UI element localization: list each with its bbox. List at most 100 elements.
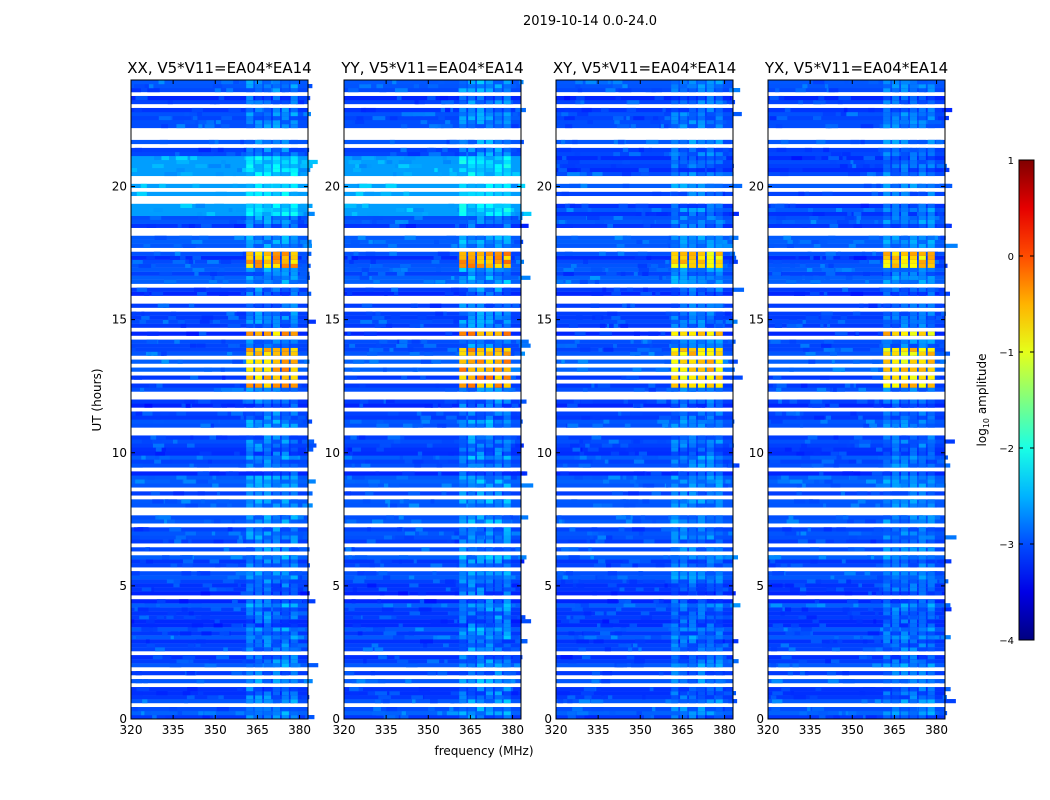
rfi-cell: [468, 695, 476, 700]
heatmap-speckle: [346, 291, 353, 296]
heatmap-speckle: [500, 623, 504, 628]
heatmap-speckle: [728, 419, 735, 424]
rfi-cell: [706, 111, 714, 117]
rfi-cell: [290, 107, 298, 113]
heatmap-speckle: [437, 635, 451, 640]
rfi-cell: [503, 603, 511, 608]
heatmap-speckle: [269, 279, 276, 284]
heatmap-row: [556, 587, 733, 592]
rfi-cell: [697, 539, 705, 544]
heatmap-speckle: [793, 695, 806, 700]
heatmap-row: [556, 711, 733, 716]
rfi-cell: [476, 87, 485, 93]
rfi-cell: [706, 463, 714, 468]
rfi-cell: [272, 423, 280, 428]
heatmap-speckle: [401, 375, 408, 380]
heatmap-speckle: [614, 119, 620, 125]
rfi-cell: [290, 435, 298, 440]
rfi-cell: [697, 215, 705, 220]
rfi-cell: [671, 579, 679, 584]
rfi-cell: [485, 535, 493, 540]
rfi-cell: [706, 243, 714, 248]
rfi-cell: [263, 239, 272, 244]
heatmap-row: [556, 183, 733, 189]
rfi-cell: [900, 687, 909, 692]
rfi-cell: [680, 159, 688, 165]
heatmap-speckle: [188, 539, 192, 544]
rfi-cell: [246, 287, 254, 292]
heatmap-speckle: [407, 151, 421, 157]
rfi-cell: [715, 387, 723, 392]
rfi-cell: [494, 423, 502, 428]
rfi-cell: [255, 251, 263, 256]
heatmap-speckle: [195, 223, 201, 228]
rfi-cell: [697, 483, 705, 488]
rfi-cell: [290, 499, 298, 504]
heatmap-speckle: [834, 635, 839, 640]
rfi-cell: [281, 439, 289, 444]
heatmap-speckle: [352, 579, 365, 584]
rfi-cell: [476, 479, 485, 484]
heatmap-speckle: [723, 691, 737, 696]
rfi-cell: [468, 211, 476, 216]
rfi-cell: [485, 711, 493, 716]
rfi-cell: [281, 559, 289, 564]
heatmap-speckle: [383, 483, 389, 488]
heatmap-speckle: [170, 255, 181, 260]
heatmap-speckle: [378, 679, 386, 684]
rfi-cell: [706, 399, 714, 404]
heatmap-speckle: [359, 183, 372, 189]
heatmap-speckle: [141, 587, 152, 592]
rfi-cell: [680, 319, 688, 324]
rfi-cell: [688, 111, 697, 117]
rfi-cell: [494, 599, 502, 604]
rfi-cell: [485, 343, 493, 348]
heatmap-speckle: [301, 159, 308, 165]
heatmap-speckle: [411, 339, 420, 344]
rfi-cell: [680, 99, 688, 105]
rfi-cell: [909, 695, 917, 700]
heatmap-cells: [131, 80, 319, 720]
heatmap-speckle: [731, 183, 743, 189]
heatmap-speckle: [154, 459, 162, 464]
rfi-cell: [715, 563, 723, 568]
rfi-cell: [272, 563, 280, 568]
rfi-cell: [246, 575, 254, 580]
heatmap-speckle: [874, 699, 881, 704]
heatmap-speckle: [302, 599, 316, 604]
heatmap-speckle: [202, 583, 213, 588]
rfi-cell: [688, 695, 697, 700]
heatmap-speckle: [149, 627, 158, 632]
heatmap-speckle: [156, 383, 163, 388]
heatmap-speckle: [181, 571, 192, 576]
rfi-cell: [485, 267, 493, 272]
heatmap-speckle: [218, 95, 225, 101]
rfi-cell: [485, 559, 493, 564]
rfi-cell: [290, 151, 298, 157]
heatmap-speckle: [669, 259, 673, 264]
heatmap-row: [344, 655, 521, 660]
rfi-cell: [246, 503, 254, 508]
heatmap-speckle: [603, 479, 610, 484]
heatmap-speckle: [720, 171, 734, 177]
heatmap-row: [131, 123, 308, 129]
heatmap-speckle: [579, 603, 589, 608]
rfi-cell: [706, 87, 714, 93]
heatmap-row: [344, 99, 521, 105]
rfi-cell: [494, 711, 502, 716]
heatmap-speckle: [591, 527, 598, 532]
rfi-cell: [680, 343, 688, 348]
heatmap-speckle: [620, 83, 628, 89]
heatmap-speckle: [380, 191, 392, 197]
rfi-cell: [476, 439, 485, 444]
heatmap-speckle: [355, 163, 360, 169]
heatmap-speckle: [601, 695, 605, 700]
rfi-cell: [503, 447, 511, 452]
heatmap-speckle: [134, 375, 143, 380]
rfi-cell: [503, 531, 511, 536]
rfi-cell: [671, 171, 679, 177]
rfi-cell: [246, 519, 254, 524]
rfi-cell: [459, 159, 467, 165]
rfi-cell: [246, 171, 254, 177]
rfi-cell: [255, 80, 263, 85]
